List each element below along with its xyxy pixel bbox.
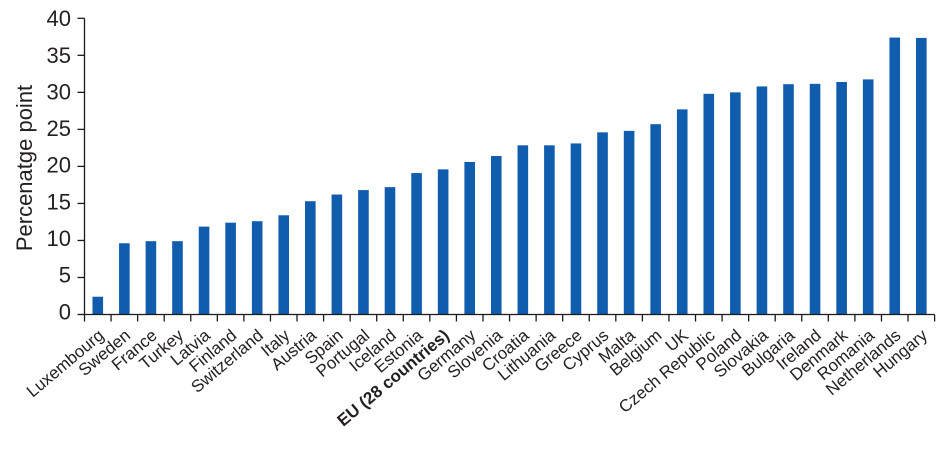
svg-text:10: 10 — [47, 226, 71, 251]
svg-text:40: 40 — [47, 6, 71, 31]
svg-text:30: 30 — [47, 79, 71, 104]
svg-text:5: 5 — [59, 263, 71, 288]
svg-text:25: 25 — [47, 116, 71, 141]
svg-text:20: 20 — [47, 153, 71, 178]
svg-text:15: 15 — [47, 189, 71, 214]
svg-text:Percenatge point: Percenatge point — [12, 85, 37, 251]
svg-text:35: 35 — [47, 43, 71, 68]
svg-text:0: 0 — [59, 299, 71, 324]
